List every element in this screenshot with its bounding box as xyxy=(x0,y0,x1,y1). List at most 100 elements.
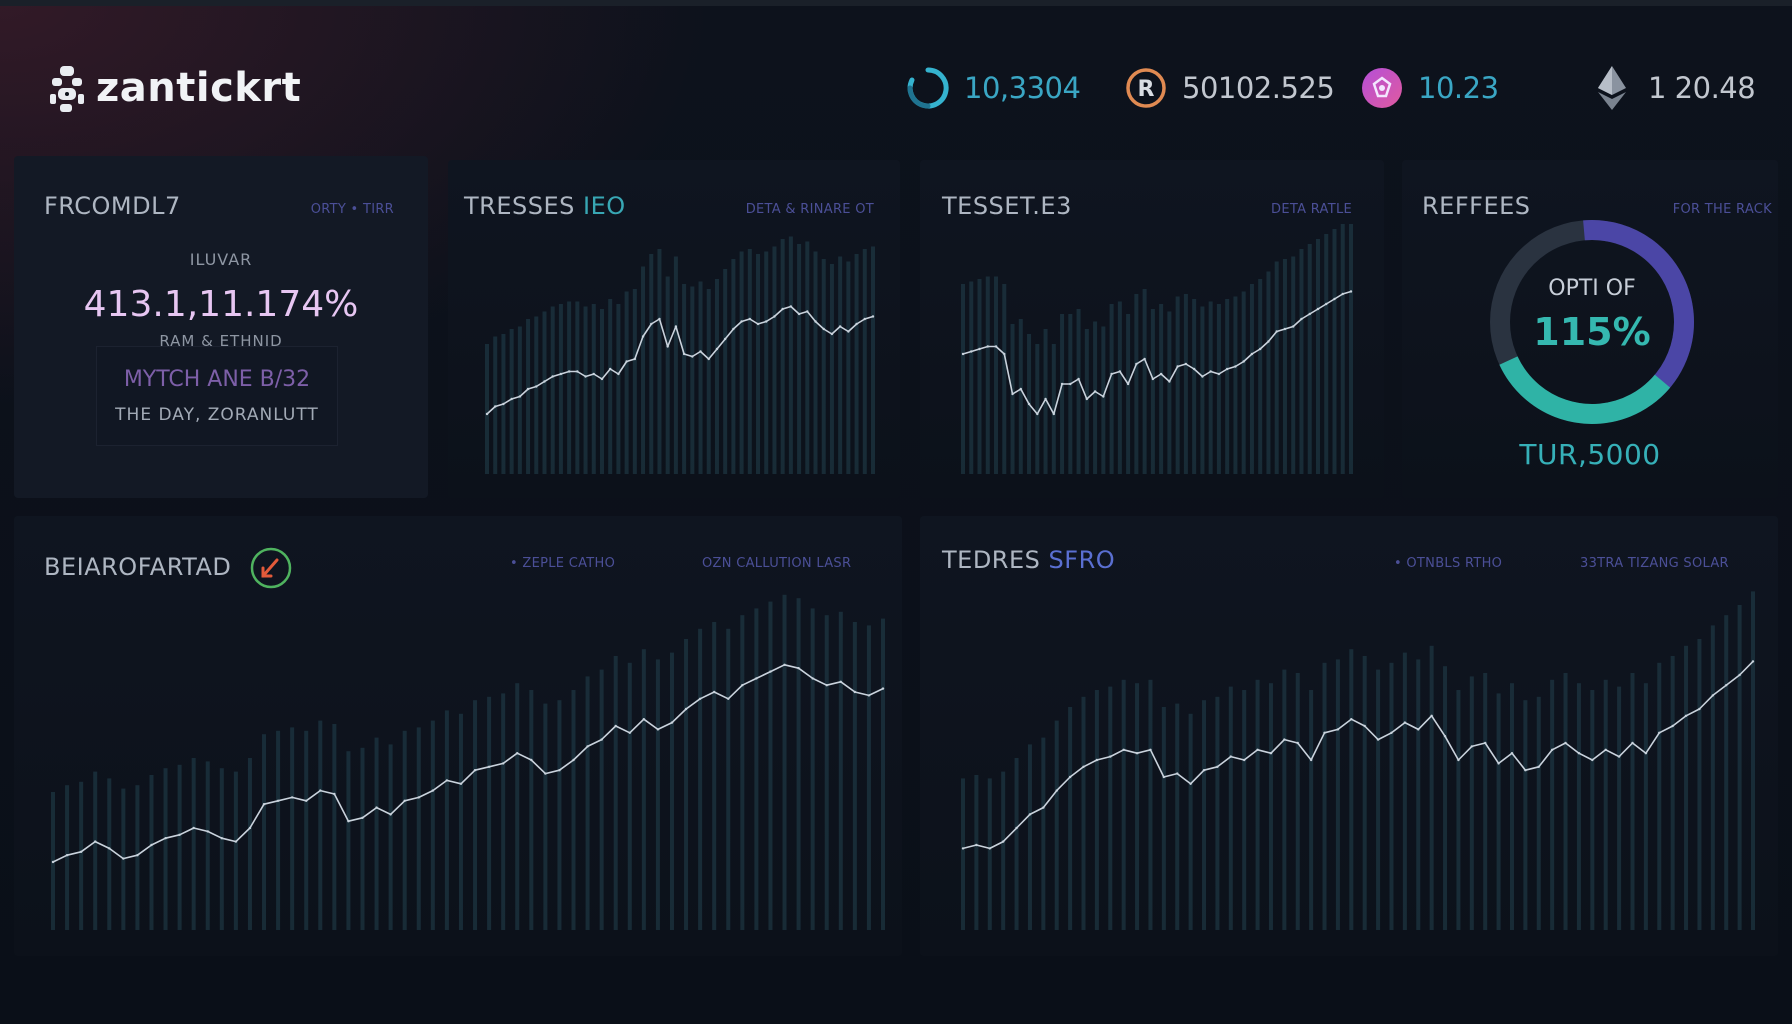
chart-point xyxy=(1201,375,1204,378)
chart-bar xyxy=(1349,649,1354,930)
stat-ethereum[interactable]: 1 20.48 xyxy=(1590,62,1756,114)
chart-point xyxy=(1176,772,1179,775)
chart-bar xyxy=(788,236,793,474)
chart-bar xyxy=(994,276,999,474)
chart-point xyxy=(417,796,420,799)
chart-bar xyxy=(1241,291,1246,474)
chart-point xyxy=(403,799,406,802)
chart-point xyxy=(1151,377,1155,381)
chart-bar xyxy=(1536,696,1541,930)
chart-point xyxy=(485,412,489,416)
chart-point xyxy=(1028,813,1032,816)
chart-bar xyxy=(135,785,140,930)
chart-bar xyxy=(782,594,787,930)
chart-point xyxy=(1269,752,1273,755)
chart-point xyxy=(502,402,505,406)
chart-bar xyxy=(1456,690,1461,930)
chart-point xyxy=(961,847,965,850)
chart-point xyxy=(94,840,97,843)
kpi-value: 413.1,11.174% xyxy=(83,284,359,325)
chart-bar xyxy=(1175,296,1180,474)
chart-point xyxy=(847,330,850,333)
chart-bar xyxy=(1054,720,1059,930)
chart-point xyxy=(1085,397,1089,401)
stat-gem[interactable]: 10.23 xyxy=(1360,62,1499,114)
chart-bar xyxy=(624,291,629,474)
chart-bar xyxy=(1175,703,1180,930)
chart-point xyxy=(741,684,744,687)
chart-point xyxy=(1684,714,1688,717)
chart-bar xyxy=(1041,737,1046,930)
reffees-panel: REFFEES FOR THE RACK OPTI OF 115% TUR,50… xyxy=(1402,160,1778,498)
chart-point xyxy=(1363,724,1366,728)
chart-bar xyxy=(515,683,520,930)
chart-point xyxy=(1751,660,1755,663)
chart-point xyxy=(608,367,612,371)
chart-bar xyxy=(1362,656,1367,930)
chart-point xyxy=(1300,317,1303,321)
chart-bar xyxy=(1081,696,1086,930)
chart-point xyxy=(727,697,730,700)
chart-point xyxy=(1143,357,1146,361)
stat-r-coin[interactable]: R 50102.525 xyxy=(1124,62,1335,114)
svg-text:R: R xyxy=(1138,77,1155,102)
chart-point xyxy=(699,350,702,353)
chart-bar xyxy=(1035,344,1040,474)
chart-bar xyxy=(1027,744,1032,930)
chart-point xyxy=(1308,312,1311,316)
tedres-legend-b[interactable]: 33TRA TIZANG SOLAR xyxy=(1580,556,1729,571)
chart-point xyxy=(666,345,669,348)
summary-title: FRCOMDL7 xyxy=(44,192,181,220)
bearofartad-legend-a[interactable]: • ZEPLE CATHO xyxy=(510,556,616,571)
chart-point xyxy=(1242,758,1246,762)
chart-bar xyxy=(599,309,604,474)
chart-bar xyxy=(854,254,859,474)
chart-bar xyxy=(1093,321,1098,474)
chart-point xyxy=(234,840,238,843)
tedres-legend-a[interactable]: • OTNBLS RTHO xyxy=(1394,556,1503,571)
chart-point xyxy=(1192,367,1196,371)
chart-bar xyxy=(740,615,745,930)
chart-bar xyxy=(346,751,351,930)
chart-point xyxy=(558,769,561,772)
chart-point xyxy=(1044,397,1047,401)
chart-point xyxy=(863,317,866,321)
chart-point xyxy=(1069,382,1072,386)
chart-point xyxy=(1102,395,1105,398)
chart-bar xyxy=(485,344,489,474)
trend-check-icon[interactable] xyxy=(249,546,293,590)
chart-bar xyxy=(1576,683,1581,930)
chart-point xyxy=(1149,748,1152,751)
chart-point xyxy=(674,325,678,328)
stat-refresh[interactable]: 10,3304 xyxy=(906,62,1081,114)
tresses-title-accent: IEO xyxy=(583,192,626,220)
chart-point xyxy=(1229,755,1232,758)
chart-bar xyxy=(149,775,154,930)
chart-bar xyxy=(1299,249,1304,474)
chart-bar xyxy=(1192,299,1197,474)
chart-point xyxy=(559,372,563,376)
chart-point xyxy=(535,385,538,388)
chart-bar xyxy=(1068,314,1073,474)
chart-bar xyxy=(627,662,632,930)
chart-point xyxy=(978,347,981,351)
brand-logo[interactable]: zantickrt xyxy=(44,58,301,118)
chart-bar xyxy=(1295,673,1300,930)
chart-bar xyxy=(191,758,196,930)
chart-point xyxy=(684,707,688,711)
ethereum-icon xyxy=(1590,66,1634,110)
app-name: zantickrt xyxy=(96,65,302,111)
chart-point xyxy=(1093,390,1097,393)
chart-point xyxy=(518,395,522,398)
chart-point xyxy=(389,813,392,816)
chart-point xyxy=(769,670,772,673)
chart-point xyxy=(361,816,364,819)
chart-point xyxy=(1216,765,1219,768)
ring-label: OPTI OF xyxy=(1548,276,1636,301)
chart-bar xyxy=(1266,271,1271,474)
chart-bar xyxy=(1018,319,1023,474)
kpi-detail-box[interactable]: MYTCH ANE B/32 THE DAY, ZORANLUTT xyxy=(96,346,338,446)
chart-bar xyxy=(961,284,965,474)
bearofartad-legend-b[interactable]: OZN CALLUTION LASR xyxy=(702,556,852,571)
chart-bar xyxy=(1126,314,1131,474)
